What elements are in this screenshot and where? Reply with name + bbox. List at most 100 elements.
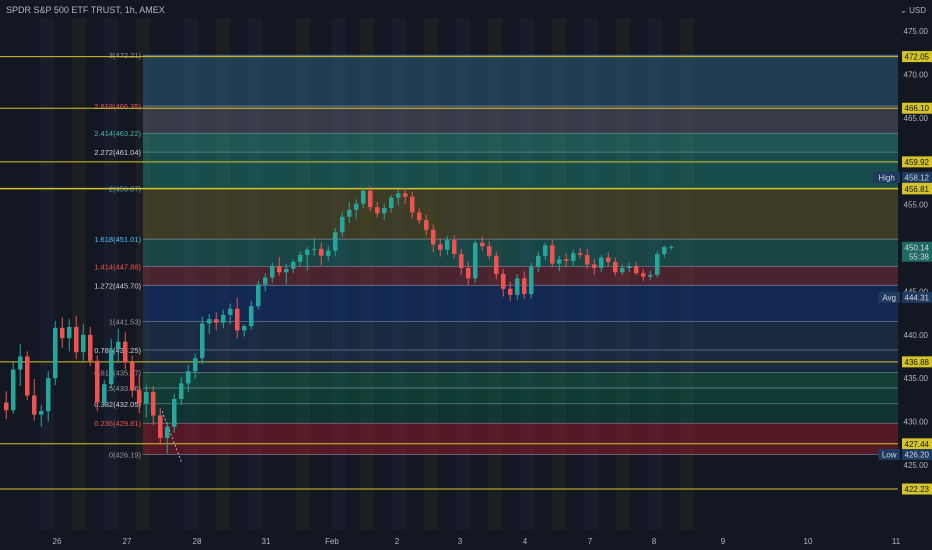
candle (382, 203, 387, 221)
candle-body (543, 245, 548, 256)
candle-body (473, 242, 478, 279)
price-tag-high: 458.12 High (873, 171, 932, 183)
x-tick-label: 2 (395, 537, 400, 546)
candle-body (466, 267, 471, 279)
x-tick-label: 3 (458, 537, 463, 546)
y-tick-label: 475.00 (904, 27, 929, 36)
fib-label: 2.414(463.22) (94, 129, 141, 138)
candle-body (102, 384, 107, 403)
fib-zone (143, 239, 898, 267)
candle-body (585, 254, 590, 265)
currency-text: USD (909, 6, 926, 15)
fib-zone (143, 55, 898, 107)
price-tag-line: 436.88 (902, 356, 932, 368)
candle (445, 235, 450, 255)
candle-body (144, 392, 149, 404)
candle (74, 315, 79, 360)
price-tag-name: Low (882, 451, 897, 460)
candle (46, 371, 51, 422)
price-tag-line: 466.10 (902, 102, 932, 114)
price-tag-box (902, 183, 932, 195)
candle-body (333, 232, 338, 251)
candle-body (564, 259, 569, 261)
price-tag-box (902, 438, 932, 450)
candle-body (452, 240, 457, 255)
y-tick-label: 435.00 (904, 374, 929, 383)
price-tag-box (902, 449, 932, 461)
x-tick-label: 10 (804, 537, 813, 546)
candle (179, 377, 184, 406)
candle (543, 242, 548, 261)
candle (347, 201, 352, 223)
candle (186, 365, 191, 393)
candle-body (487, 246, 492, 256)
candle (340, 211, 345, 238)
candle (137, 374, 142, 413)
price-tag-value: 422.23 (905, 485, 930, 494)
candle-body (116, 341, 121, 350)
candle-body (522, 278, 527, 294)
y-tick-label: 430.00 (904, 418, 929, 427)
candle (494, 251, 499, 280)
candle-body (109, 349, 114, 385)
candle (67, 319, 72, 352)
candle (305, 247, 310, 271)
candle-body (284, 268, 289, 273)
candle (242, 324, 247, 337)
candle (109, 339, 114, 389)
currency-label[interactable]: ⌄ USD (900, 6, 926, 15)
price-tag-value: 444.31 (905, 293, 930, 302)
candle-body (270, 266, 275, 278)
candle (39, 405, 44, 427)
candle (11, 362, 16, 414)
price-tag-value: 459.92 (905, 158, 930, 167)
candle-body (480, 242, 485, 247)
candle (221, 309, 226, 328)
candle-body (361, 190, 366, 204)
fib-zone (143, 403, 898, 424)
candle-body (662, 247, 667, 255)
candle-body (536, 255, 541, 268)
fib-zone (143, 285, 898, 322)
candle (319, 242, 324, 266)
price-tag-box (902, 156, 932, 168)
candle (655, 251, 660, 278)
price-tag-value: 466.10 (905, 104, 930, 113)
candle-body (340, 216, 345, 233)
candle (487, 241, 492, 260)
candle-body (655, 254, 660, 275)
x-tick-label: Feb (325, 537, 339, 546)
fib-zone (143, 349, 898, 373)
candle-body (431, 229, 436, 245)
fib-label: 1.272(445.70) (94, 281, 141, 290)
candle (522, 271, 527, 300)
candle-body (417, 212, 422, 221)
price-tags: 472.05466.10459.92458.12High456.87456.81… (873, 51, 932, 495)
fib-label: 1.618(451.01) (94, 235, 141, 244)
candle (417, 208, 422, 224)
candle (613, 257, 618, 276)
candle (235, 297, 240, 339)
candle-body (88, 334, 93, 361)
candle (228, 303, 233, 325)
horizontal-lines (0, 56, 898, 490)
fib-zone (143, 106, 898, 134)
candle-body (459, 254, 464, 268)
y-tick-label: 455.00 (904, 201, 929, 210)
candle (60, 317, 65, 348)
price-tag-value: 458.12 (905, 173, 930, 182)
price-tag-value: 450.14 (905, 243, 930, 252)
price-tag-name: Avg (882, 293, 896, 302)
price-tag-value: 426.20 (905, 451, 930, 460)
fib-zone (143, 188, 898, 240)
candle (368, 186, 373, 212)
candle-body (669, 246, 674, 248)
candle (88, 326, 93, 367)
candle (200, 316, 205, 365)
candle (158, 407, 163, 446)
fib-label: 3(472.21) (109, 51, 142, 60)
candle (473, 240, 478, 283)
y-tick-label: 440.00 (904, 331, 929, 340)
